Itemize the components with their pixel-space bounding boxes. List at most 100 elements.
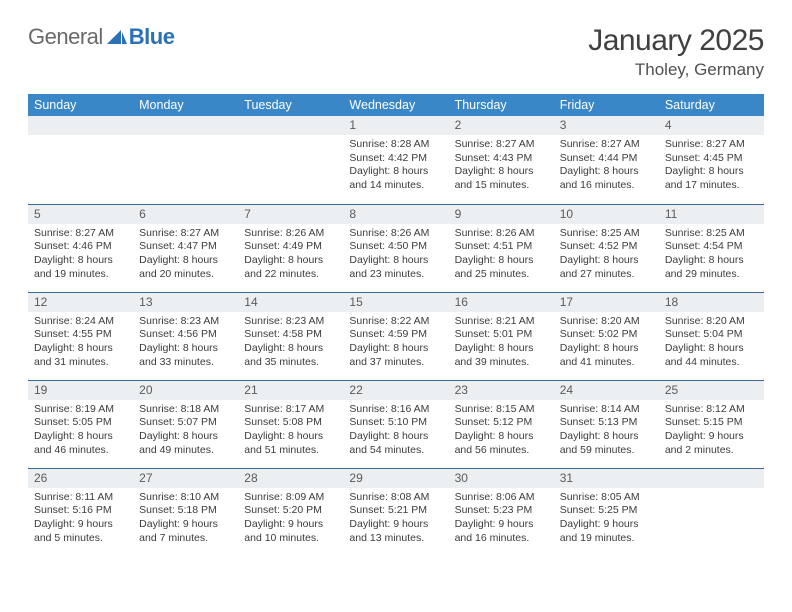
daylight-line: and 37 minutes. [349, 356, 442, 370]
sunrise-line: Sunrise: 8:27 AM [139, 227, 232, 241]
day-content: Sunrise: 8:22 AMSunset: 4:59 PMDaylight:… [343, 312, 448, 374]
daylight-line: Daylight: 8 hours [560, 165, 653, 179]
weekday-header: Saturday [659, 94, 764, 116]
day-number: 27 [133, 469, 238, 488]
day-content: Sunrise: 8:12 AMSunset: 5:15 PMDaylight:… [659, 400, 764, 462]
sunset-line: Sunset: 5:25 PM [560, 504, 653, 518]
day-number: 7 [238, 205, 343, 224]
daylight-line: and 19 minutes. [34, 268, 127, 282]
calendar-day-cell: 10Sunrise: 8:25 AMSunset: 4:52 PMDayligh… [554, 204, 659, 292]
daylight-line: and 56 minutes. [455, 444, 548, 458]
sunset-line: Sunset: 5:23 PM [455, 504, 548, 518]
weekday-header: Thursday [449, 94, 554, 116]
sunrise-line: Sunrise: 8:11 AM [34, 491, 127, 505]
daylight-line: Daylight: 9 hours [560, 518, 653, 532]
calendar-empty-cell [659, 468, 764, 556]
daylight-line: Daylight: 8 hours [665, 165, 758, 179]
day-content: Sunrise: 8:18 AMSunset: 5:07 PMDaylight:… [133, 400, 238, 462]
calendar-day-cell: 23Sunrise: 8:15 AMSunset: 5:12 PMDayligh… [449, 380, 554, 468]
daylight-line: and 15 minutes. [455, 179, 548, 193]
day-number: 2 [449, 116, 554, 135]
sunrise-line: Sunrise: 8:26 AM [455, 227, 548, 241]
calendar-day-cell: 3Sunrise: 8:27 AMSunset: 4:44 PMDaylight… [554, 116, 659, 204]
day-content: Sunrise: 8:20 AMSunset: 5:04 PMDaylight:… [659, 312, 764, 374]
daylight-line: Daylight: 8 hours [349, 342, 442, 356]
daylight-line: Daylight: 8 hours [244, 430, 337, 444]
logo: General Blue [28, 24, 174, 50]
day-content: Sunrise: 8:11 AMSunset: 5:16 PMDaylight:… [28, 488, 133, 550]
daylight-line: and 29 minutes. [665, 268, 758, 282]
day-content: Sunrise: 8:20 AMSunset: 5:02 PMDaylight:… [554, 312, 659, 374]
calendar-week-row: 5Sunrise: 8:27 AMSunset: 4:46 PMDaylight… [28, 204, 764, 292]
day-content: Sunrise: 8:24 AMSunset: 4:55 PMDaylight:… [28, 312, 133, 374]
calendar-day-cell: 8Sunrise: 8:26 AMSunset: 4:50 PMDaylight… [343, 204, 448, 292]
daylight-line: Daylight: 8 hours [455, 254, 548, 268]
sunrise-line: Sunrise: 8:09 AM [244, 491, 337, 505]
daylight-line: and 10 minutes. [244, 532, 337, 546]
day-number: 26 [28, 469, 133, 488]
sunset-line: Sunset: 5:13 PM [560, 416, 653, 430]
sunset-line: Sunset: 4:52 PM [560, 240, 653, 254]
sunrise-line: Sunrise: 8:26 AM [349, 227, 442, 241]
sunset-line: Sunset: 4:46 PM [34, 240, 127, 254]
sunset-line: Sunset: 4:56 PM [139, 328, 232, 342]
sunrise-line: Sunrise: 8:17 AM [244, 403, 337, 417]
calendar-day-cell: 24Sunrise: 8:14 AMSunset: 5:13 PMDayligh… [554, 380, 659, 468]
daylight-line: Daylight: 8 hours [560, 342, 653, 356]
daylight-line: and 54 minutes. [349, 444, 442, 458]
sunset-line: Sunset: 4:58 PM [244, 328, 337, 342]
daylight-line: Daylight: 8 hours [560, 254, 653, 268]
day-number [28, 116, 133, 135]
sunrise-line: Sunrise: 8:22 AM [349, 315, 442, 329]
calendar-day-cell: 26Sunrise: 8:11 AMSunset: 5:16 PMDayligh… [28, 468, 133, 556]
sunset-line: Sunset: 5:05 PM [34, 416, 127, 430]
sunset-line: Sunset: 4:59 PM [349, 328, 442, 342]
day-number: 22 [343, 381, 448, 400]
day-content: Sunrise: 8:27 AMSunset: 4:44 PMDaylight:… [554, 135, 659, 197]
calendar-day-cell: 21Sunrise: 8:17 AMSunset: 5:08 PMDayligh… [238, 380, 343, 468]
weekday-header: Wednesday [343, 94, 448, 116]
daylight-line: Daylight: 8 hours [34, 430, 127, 444]
daylight-line: and 51 minutes. [244, 444, 337, 458]
sunset-line: Sunset: 4:55 PM [34, 328, 127, 342]
calendar-week-row: 1Sunrise: 8:28 AMSunset: 4:42 PMDaylight… [28, 116, 764, 204]
daylight-line: and 39 minutes. [455, 356, 548, 370]
day-content: Sunrise: 8:09 AMSunset: 5:20 PMDaylight:… [238, 488, 343, 550]
day-number: 17 [554, 293, 659, 312]
calendar-day-cell: 15Sunrise: 8:22 AMSunset: 4:59 PMDayligh… [343, 292, 448, 380]
calendar-day-cell: 18Sunrise: 8:20 AMSunset: 5:04 PMDayligh… [659, 292, 764, 380]
daylight-line: and 25 minutes. [455, 268, 548, 282]
daylight-line: and 33 minutes. [139, 356, 232, 370]
daylight-line: Daylight: 9 hours [244, 518, 337, 532]
day-number: 3 [554, 116, 659, 135]
sunset-line: Sunset: 5:07 PM [139, 416, 232, 430]
title-block: January 2025 Tholey, Germany [588, 24, 764, 80]
calendar-empty-cell [133, 116, 238, 204]
sunset-line: Sunset: 5:20 PM [244, 504, 337, 518]
calendar-day-cell: 14Sunrise: 8:23 AMSunset: 4:58 PMDayligh… [238, 292, 343, 380]
sunset-line: Sunset: 4:44 PM [560, 152, 653, 166]
logo-text-blue: Blue [129, 24, 175, 50]
day-content: Sunrise: 8:16 AMSunset: 5:10 PMDaylight:… [343, 400, 448, 462]
sunrise-line: Sunrise: 8:14 AM [560, 403, 653, 417]
daylight-line: Daylight: 8 hours [349, 254, 442, 268]
day-content: Sunrise: 8:26 AMSunset: 4:51 PMDaylight:… [449, 224, 554, 286]
calendar-day-cell: 13Sunrise: 8:23 AMSunset: 4:56 PMDayligh… [133, 292, 238, 380]
daylight-line: Daylight: 9 hours [139, 518, 232, 532]
calendar-week-row: 26Sunrise: 8:11 AMSunset: 5:16 PMDayligh… [28, 468, 764, 556]
sunset-line: Sunset: 5:15 PM [665, 416, 758, 430]
header: General Blue January 2025 Tholey, German… [28, 24, 764, 80]
daylight-line: Daylight: 8 hours [455, 342, 548, 356]
daylight-line: Daylight: 9 hours [665, 430, 758, 444]
sunrise-line: Sunrise: 8:23 AM [139, 315, 232, 329]
day-content: Sunrise: 8:27 AMSunset: 4:46 PMDaylight:… [28, 224, 133, 286]
day-content: Sunrise: 8:27 AMSunset: 4:47 PMDaylight:… [133, 224, 238, 286]
daylight-line: Daylight: 8 hours [455, 165, 548, 179]
sunrise-line: Sunrise: 8:25 AM [560, 227, 653, 241]
sunrise-line: Sunrise: 8:27 AM [455, 138, 548, 152]
sunrise-line: Sunrise: 8:23 AM [244, 315, 337, 329]
day-number: 19 [28, 381, 133, 400]
sunrise-line: Sunrise: 8:06 AM [455, 491, 548, 505]
day-number: 5 [28, 205, 133, 224]
logo-text-general: General [28, 24, 103, 50]
